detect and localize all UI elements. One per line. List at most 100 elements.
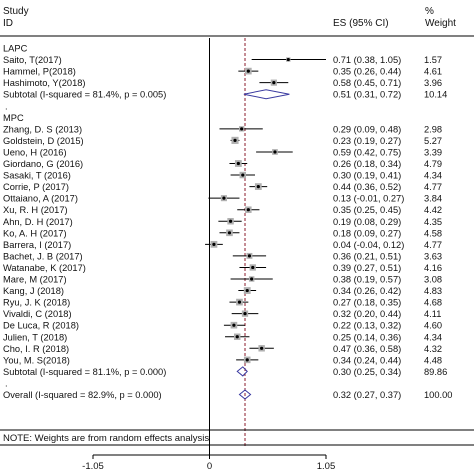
weight-text: 3.08 <box>424 275 442 285</box>
effect-size-text: 0.36 (0.21, 0.51) <box>333 251 401 261</box>
row-label: Sasaki, T (2016) <box>3 171 71 181</box>
header-es: ES (95% CI) <box>333 18 389 29</box>
point-estimate <box>237 300 242 304</box>
row-label: Kang, J (2018) <box>3 286 64 296</box>
row-label: LAPC <box>3 44 28 54</box>
note-text: NOTE: Weights are from random effects an… <box>3 433 209 444</box>
point-estimate <box>227 231 232 235</box>
effect-size-text: 0.71 (0.38, 1.05) <box>333 55 401 65</box>
row-label: Overall (I-squared = 82.9%, p = 0.000) <box>3 390 162 400</box>
point-estimate <box>247 254 252 258</box>
point-estimate <box>212 242 216 246</box>
row-label: Giordano, G (2016) <box>3 159 83 169</box>
subtotal-diamond <box>243 89 290 100</box>
row-label: Bachet, J. B (2017) <box>3 251 83 261</box>
weight-text: 4.60 <box>424 321 442 331</box>
point-estimate <box>245 288 249 293</box>
effect-size-text: 0.23 (0.19, 0.27) <box>333 136 401 146</box>
point-estimate <box>250 277 254 281</box>
point-estimate <box>240 127 244 131</box>
row-label: Subtotal (I-squared = 81.1%, p = 0.000) <box>3 367 166 377</box>
row-label: De Luca, R (2018) <box>3 321 79 331</box>
point-estimate <box>241 173 245 177</box>
row-label: Mare, M (2017) <box>3 275 67 285</box>
weight-text: 89.86 <box>424 367 447 377</box>
row-label: Corrie, P (2017) <box>3 182 69 192</box>
header-study: Study <box>3 6 29 17</box>
weight-text: 4.35 <box>424 217 442 227</box>
weight-text: 4.11 <box>424 309 441 319</box>
effect-size-text: 0.39 (0.27, 0.51) <box>333 263 401 273</box>
weight-text: 4.83 <box>424 286 442 296</box>
point-estimate <box>260 346 264 350</box>
point-estimate <box>246 208 250 212</box>
point-estimate <box>236 161 240 166</box>
x-tick-label: -1.05 <box>82 461 104 472</box>
row-label: MPC <box>3 113 24 123</box>
point-estimate <box>272 81 276 85</box>
weight-text: 3.84 <box>424 194 442 204</box>
effect-size-text: 0.25 (0.14, 0.36) <box>333 332 401 342</box>
point-estimate <box>232 323 236 327</box>
point-estimate <box>273 150 277 154</box>
point-estimate <box>286 57 290 62</box>
effect-size-text: 0.44 (0.36, 0.52) <box>333 182 401 192</box>
weight-text: 10.14 <box>424 90 447 100</box>
weight-text: 4.58 <box>424 228 442 238</box>
effect-size-text: 0.34 (0.24, 0.44) <box>333 355 401 365</box>
row-label: You, M. S(2018) <box>3 355 70 365</box>
effect-size-text: 0.30 (0.19, 0.41) <box>333 171 401 181</box>
header-weight: Weight <box>425 18 456 29</box>
point-estimate <box>233 138 237 142</box>
subtotal-diamond <box>236 366 248 377</box>
effect-size-text: 0.13 (-0.01, 0.27) <box>333 194 404 204</box>
point-estimate <box>243 312 247 316</box>
row-label: Ryu, J. K (2018) <box>3 298 70 308</box>
row-label: . <box>5 378 8 388</box>
row-label: Ueno, H (2016) <box>3 147 67 157</box>
weight-text: 4.79 <box>424 159 442 169</box>
weight-text: 3.63 <box>424 251 442 261</box>
point-estimate <box>235 335 239 339</box>
effect-size-text: 0.22 (0.13, 0.32) <box>333 321 401 331</box>
weight-text: 5.27 <box>424 136 442 146</box>
weight-text: 4.61 <box>424 67 442 77</box>
effect-size-text: 0.35 (0.26, 0.44) <box>333 67 401 77</box>
row-label: Ko, A. H (2017) <box>3 228 67 238</box>
weight-text: 4.32 <box>424 344 442 354</box>
weight-text: 4.16 <box>424 263 442 273</box>
x-tick-label: 0 <box>207 461 212 472</box>
row-label: . <box>5 101 8 111</box>
effect-size-text: 0.38 (0.19, 0.57) <box>333 275 401 285</box>
effect-size-text: 0.29 (0.09, 0.48) <box>333 124 401 134</box>
point-estimate <box>245 358 249 362</box>
effect-size-text: 0.04 (-0.04, 0.12) <box>333 240 404 250</box>
weight-text: 4.34 <box>424 332 442 342</box>
header-pct: % <box>425 6 434 17</box>
effect-size-text: 0.34 (0.26, 0.42) <box>333 286 401 296</box>
row-label: Goldstein, D (2015) <box>3 136 84 146</box>
row-label: Ottaiano, A (2017) <box>3 194 78 204</box>
effect-size-text: 0.51 (0.31, 0.72) <box>333 90 401 100</box>
row-label: Watanabe, K (2017) <box>3 263 86 273</box>
weight-text: 3.96 <box>424 78 442 88</box>
row-label: Subtotal (I-squared = 81.4%, p = 0.005) <box>3 90 166 100</box>
weight-text: 4.34 <box>424 171 442 181</box>
weight-text: 4.48 <box>424 355 442 365</box>
weight-text: 100.00 <box>424 390 452 400</box>
point-estimate <box>222 196 226 200</box>
weight-text: 4.42 <box>424 205 442 215</box>
point-estimate <box>228 219 233 223</box>
effect-size-text: 0.58 (0.45, 0.71) <box>333 78 401 88</box>
effect-size-text: 0.18 (0.09, 0.27) <box>333 228 401 238</box>
weight-text: 4.77 <box>424 240 442 250</box>
row-label: Hashimoto, Y(2018) <box>3 78 86 88</box>
point-estimate <box>251 265 255 270</box>
row-label: Ahn, D. H (2017) <box>3 217 73 227</box>
row-label: Hammel, P(2018) <box>3 67 76 77</box>
overall-diamond <box>238 389 252 400</box>
weight-text: 4.77 <box>424 182 442 192</box>
effect-size-text: 0.35 (0.25, 0.45) <box>333 205 401 215</box>
